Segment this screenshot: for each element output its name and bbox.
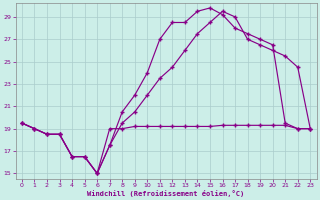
X-axis label: Windchill (Refroidissement éolien,°C): Windchill (Refroidissement éolien,°C) [87, 190, 245, 197]
